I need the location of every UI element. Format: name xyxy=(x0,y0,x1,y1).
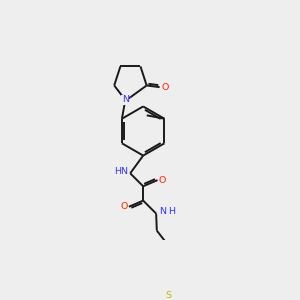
Text: H: H xyxy=(168,207,175,216)
Text: N: N xyxy=(122,95,129,104)
Text: N: N xyxy=(159,207,166,216)
Text: S: S xyxy=(165,291,171,300)
Text: HN: HN xyxy=(115,167,128,176)
Text: O: O xyxy=(161,83,168,92)
Text: O: O xyxy=(120,202,128,211)
Text: O: O xyxy=(159,176,166,184)
